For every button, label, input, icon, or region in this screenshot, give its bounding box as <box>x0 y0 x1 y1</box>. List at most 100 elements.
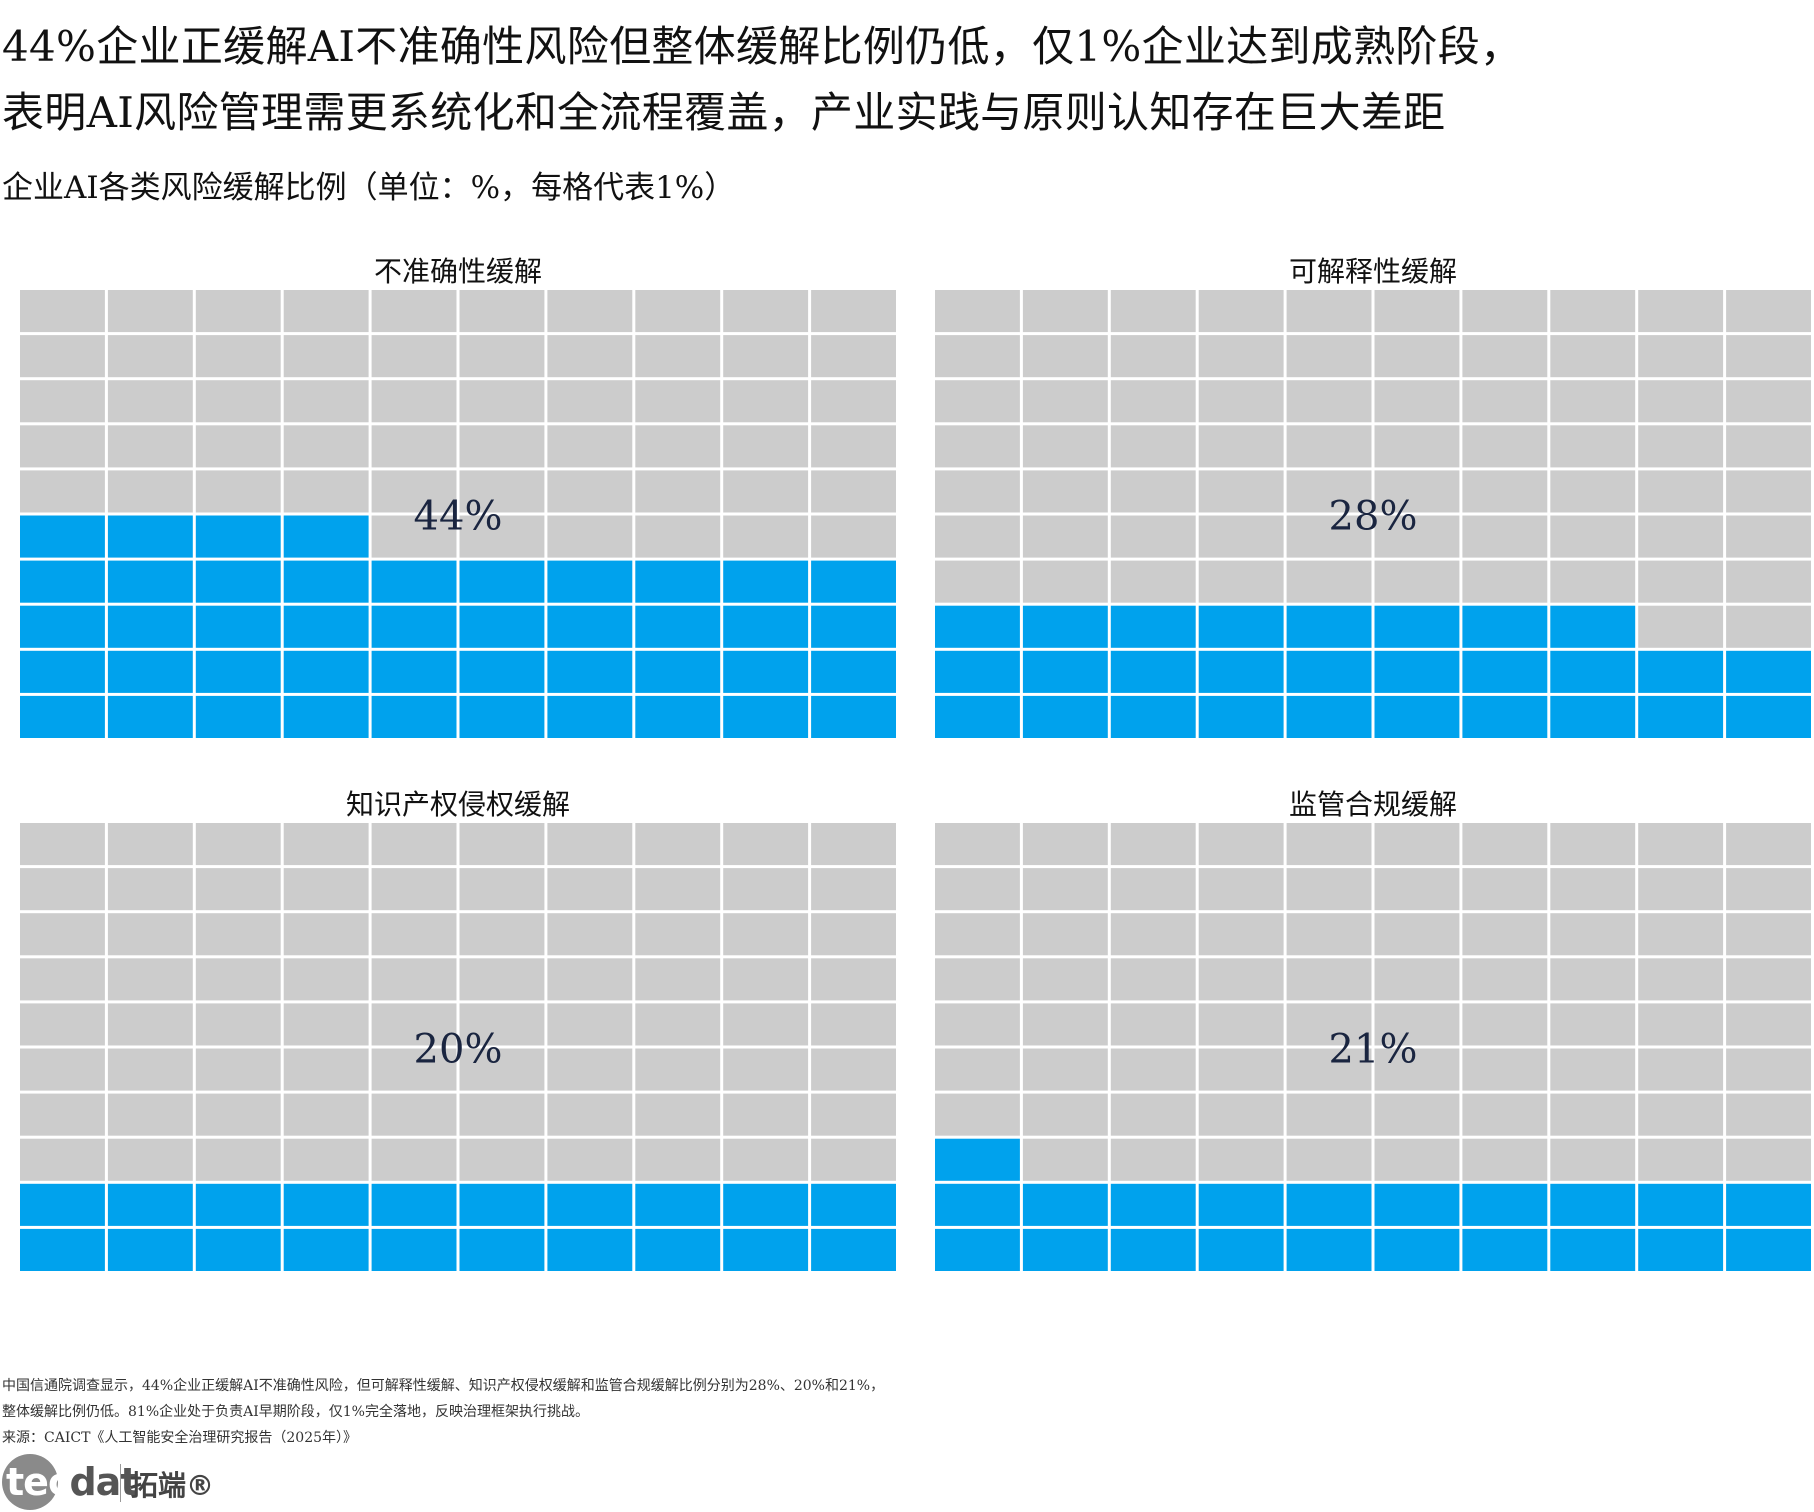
waffle-cell-empty <box>1198 290 1284 333</box>
waffle-cell-empty <box>935 1003 1020 1046</box>
waffle-cell-empty <box>1550 380 1636 423</box>
waffle-cell-empty <box>195 425 281 468</box>
waffle-cell-empty <box>1638 958 1724 1001</box>
waffle-cell-empty <box>20 1003 105 1046</box>
waffle-cell-filled <box>20 695 105 738</box>
waffle-cell-filled <box>371 695 457 738</box>
waffle-cell-empty <box>1726 380 1811 423</box>
waffle-cell-filled <box>1462 1183 1548 1226</box>
waffle-cell-empty <box>1286 913 1372 956</box>
waffle-cell-filled <box>459 650 545 693</box>
waffle-cell-empty <box>20 1093 105 1136</box>
waffle-cell-empty <box>1638 913 1724 956</box>
waffle-cell-filled <box>283 695 369 738</box>
waffle-cell-filled <box>195 560 281 603</box>
waffle-cell-empty <box>1110 470 1196 513</box>
source-line: 来源：CAICT《人工智能安全治理研究报告（2025年）》 <box>2 1430 358 1446</box>
waffle-cell-empty <box>459 470 545 513</box>
waffle-cell-empty <box>1726 823 1811 866</box>
waffle-cell-filled <box>1726 695 1811 738</box>
waffle-cell-empty <box>1550 823 1636 866</box>
waffle-cell-empty <box>1638 335 1724 378</box>
waffle-cell-empty <box>107 335 193 378</box>
waffle-cell-filled <box>635 1183 721 1226</box>
waffle-cell-filled <box>1374 1183 1460 1226</box>
waffle-cell-empty <box>20 823 105 866</box>
waffle-cell-empty <box>283 868 369 911</box>
waffle-cell-filled <box>547 560 633 603</box>
waffle-cell-filled <box>459 695 545 738</box>
waffle-cell-empty <box>371 425 457 468</box>
waffle-cell-empty <box>371 335 457 378</box>
waffle-cell-empty <box>635 470 721 513</box>
waffle-cell-empty <box>1022 380 1108 423</box>
waffle-cell-empty <box>1198 335 1284 378</box>
waffle-cell-empty <box>811 823 896 866</box>
waffle-cell-empty <box>1286 823 1372 866</box>
waffle-cell-empty <box>107 958 193 1001</box>
waffle-cell-filled <box>1462 695 1548 738</box>
waffle-cell-empty <box>1022 1138 1108 1181</box>
waffle-cell-filled <box>1638 695 1724 738</box>
waffle-cell-empty <box>283 1003 369 1046</box>
waffle-cell-empty <box>547 425 633 468</box>
waffle-cell-empty <box>723 823 809 866</box>
waffle-cell-filled <box>107 560 193 603</box>
waffle-cell-empty <box>1462 560 1548 603</box>
waffle-cell-empty <box>635 1003 721 1046</box>
waffle-cell-empty <box>1374 560 1460 603</box>
waffle-cell-empty <box>811 1003 896 1046</box>
waffle-cell-empty <box>371 380 457 423</box>
waffle-cell-empty <box>1550 470 1636 513</box>
waffle-cell-empty <box>195 380 281 423</box>
waffle-cell-empty <box>1198 1048 1284 1091</box>
waffle-cell-empty <box>1638 1093 1724 1136</box>
waffle-cell-empty <box>1022 335 1108 378</box>
waffle-cell-empty <box>1110 823 1196 866</box>
waffle-cell-empty <box>1462 1048 1548 1091</box>
waffle-cell-empty <box>1726 1093 1811 1136</box>
waffle-cell-filled <box>459 1183 545 1226</box>
waffle-cell-empty <box>1726 958 1811 1001</box>
waffle-cell-empty <box>1286 470 1372 513</box>
waffle-cell-filled <box>635 605 721 648</box>
waffle-cell-filled <box>723 605 809 648</box>
waffle-cell-empty <box>1198 560 1284 603</box>
logo-word-a: tec <box>6 1460 70 1504</box>
waffle-cell-filled <box>811 695 896 738</box>
waffle-cell-empty <box>635 1093 721 1136</box>
panel-title: 可解释性缓解 <box>1288 255 1457 288</box>
logo-divider <box>120 1464 121 1502</box>
waffle-cell-empty <box>283 470 369 513</box>
waffle-cell-empty <box>371 515 457 558</box>
waffle-cell-empty <box>1638 605 1724 648</box>
waffle-cell-empty <box>935 958 1020 1001</box>
waffle-cell-empty <box>1638 380 1724 423</box>
waffle-cell-empty <box>1726 470 1811 513</box>
waffle-cell-filled <box>283 515 369 558</box>
waffle-cell-filled <box>635 650 721 693</box>
waffle-cell-empty <box>1022 1093 1108 1136</box>
waffle-cell-empty <box>1462 425 1548 468</box>
waffle-cell-filled <box>1110 695 1196 738</box>
waffle-cell-empty <box>811 913 896 956</box>
footnote-line-2: 整体缓解比例仍低。81%企业处于负责AI早期阶段，仅1%完全落地，反映治理框架执… <box>2 1404 589 1420</box>
footnote-line-1: 中国信通院调查显示，44%企业正缓解AI不准确性风险，但可解释性缓解、知识产权侵… <box>2 1378 885 1394</box>
waffle-cell-empty <box>811 335 896 378</box>
waffle-cell-empty <box>635 913 721 956</box>
waffle-cell-empty <box>371 290 457 333</box>
waffle-cell-empty <box>283 1048 369 1091</box>
waffle-cell-empty <box>547 823 633 866</box>
waffle-cell-empty <box>1638 823 1724 866</box>
waffle-cell-empty <box>635 425 721 468</box>
waffle-cell-empty <box>1286 1003 1372 1046</box>
waffle-cell-empty <box>1110 425 1196 468</box>
waffle-cell-empty <box>547 290 633 333</box>
waffle-cell-filled <box>20 1228 105 1271</box>
waffle-cell-filled <box>811 650 896 693</box>
waffle-cell-empty <box>1198 515 1284 558</box>
waffle-cell-filled <box>935 650 1020 693</box>
waffle-cell-empty <box>195 335 281 378</box>
waffle-cell-filled <box>547 1183 633 1226</box>
waffle-cell-empty <box>811 868 896 911</box>
